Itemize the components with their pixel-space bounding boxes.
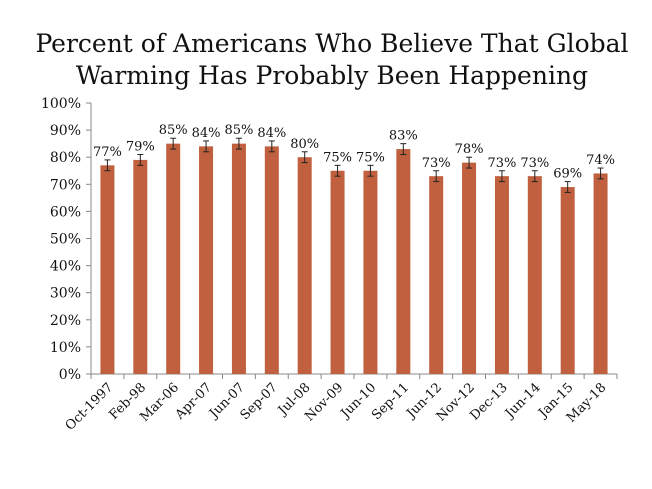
- bar: [199, 146, 214, 374]
- data-label: 79%: [126, 139, 155, 154]
- data-label: 78%: [455, 142, 484, 157]
- data-label: 85%: [159, 123, 188, 138]
- chart-title-line-2: Warming Has Probably Been Happening: [76, 61, 588, 90]
- data-label: 73%: [422, 156, 451, 171]
- bar: [429, 176, 444, 374]
- data-label: 77%: [93, 145, 122, 160]
- x-tick-label: Apr-07: [172, 380, 215, 423]
- bar: [363, 170, 378, 374]
- data-label: 84%: [257, 126, 286, 141]
- bar: [560, 187, 575, 374]
- bar: [100, 165, 115, 374]
- y-tick-label: 50%: [50, 232, 81, 248]
- x-tick-label: Dec-13: [467, 380, 510, 423]
- x-tick-label: Jun-14: [501, 380, 543, 422]
- bar: [330, 170, 345, 374]
- bar: [297, 157, 312, 374]
- bar: [133, 159, 148, 374]
- data-label: 73%: [487, 156, 516, 171]
- y-tick-label: 90%: [50, 123, 81, 139]
- y-tick-label: 100%: [41, 96, 81, 112]
- y-tick-label: 20%: [50, 313, 81, 329]
- bar: [166, 143, 181, 374]
- chart-title-line-1: Percent of Americans Who Believe That Gl…: [35, 29, 628, 58]
- bar: [264, 146, 279, 374]
- data-label: 84%: [192, 126, 221, 141]
- data-label: 83%: [389, 129, 418, 144]
- y-tick-label: 70%: [50, 177, 81, 193]
- data-label: 75%: [356, 150, 385, 165]
- bar: [231, 143, 246, 374]
- data-label: 75%: [323, 150, 352, 165]
- bar: [527, 176, 542, 374]
- y-tick-label: 60%: [50, 204, 81, 220]
- x-tick-label: Sep-07: [238, 380, 281, 423]
- data-label: 69%: [553, 167, 582, 182]
- x-tick-label: Oct-1997: [63, 380, 116, 433]
- bar: [494, 176, 509, 374]
- y-tick-label: 0%: [59, 367, 81, 383]
- bar: [593, 173, 608, 374]
- y-tick-label: 80%: [50, 150, 81, 166]
- y-tick-label: 40%: [50, 259, 81, 275]
- data-label: 74%: [586, 153, 615, 168]
- x-tick-label: Sep-11: [369, 380, 412, 423]
- data-label: 73%: [520, 156, 549, 171]
- y-tick-label: 30%: [50, 286, 81, 302]
- y-tick-label: 10%: [50, 340, 81, 356]
- bar: [462, 162, 477, 374]
- bar: [396, 149, 411, 374]
- data-label: 80%: [290, 137, 319, 152]
- data-label: 85%: [224, 123, 253, 138]
